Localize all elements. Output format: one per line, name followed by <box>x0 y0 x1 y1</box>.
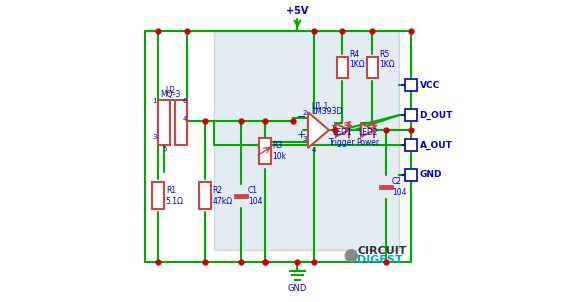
Text: 4: 4 <box>312 147 316 153</box>
Text: LED1
Trigger: LED1 Trigger <box>329 128 355 147</box>
Text: CIRCUIT: CIRCUIT <box>357 246 407 256</box>
Bar <box>405 139 417 151</box>
Text: C2
104: C2 104 <box>392 177 406 197</box>
Text: 5: 5 <box>162 146 167 152</box>
Bar <box>367 57 377 78</box>
Polygon shape <box>308 112 329 148</box>
Text: +: + <box>297 130 306 140</box>
Text: R1
5.1Ω: R1 5.1Ω <box>166 186 184 206</box>
Text: DIGEST: DIGEST <box>357 255 403 265</box>
Text: R5
1KΩ: R5 1KΩ <box>379 50 394 69</box>
Bar <box>405 109 417 121</box>
Text: −: − <box>297 111 306 122</box>
Text: 3: 3 <box>153 134 157 140</box>
Text: MQ-3: MQ-3 <box>160 90 180 99</box>
Bar <box>405 79 417 91</box>
Bar <box>405 169 417 181</box>
Text: 1: 1 <box>153 98 157 104</box>
Bar <box>214 31 399 250</box>
Text: +5V: +5V <box>286 6 308 16</box>
Text: R4
1KΩ: R4 1KΩ <box>349 50 364 69</box>
Text: U1.1: U1.1 <box>311 102 328 111</box>
Text: 2: 2 <box>302 110 306 116</box>
Text: A_OUT: A_OUT <box>420 140 453 149</box>
Bar <box>199 182 211 209</box>
Polygon shape <box>336 124 349 137</box>
Bar <box>337 57 347 78</box>
Bar <box>158 100 170 145</box>
Text: 3: 3 <box>302 136 306 142</box>
Text: LM393D: LM393D <box>311 107 342 116</box>
Text: 4: 4 <box>182 116 186 122</box>
Text: 1: 1 <box>331 125 335 131</box>
Text: VCC: VCC <box>420 81 440 90</box>
Text: GND: GND <box>288 284 307 293</box>
Bar <box>259 137 271 165</box>
Text: C1
104: C1 104 <box>248 186 263 206</box>
Text: D_OUT: D_OUT <box>420 111 453 120</box>
Text: R2
47kΩ: R2 47kΩ <box>212 186 232 206</box>
Bar <box>175 100 187 145</box>
Text: U2: U2 <box>165 86 175 95</box>
Polygon shape <box>361 124 375 137</box>
Text: D: D <box>348 251 355 260</box>
Bar <box>153 182 164 209</box>
Text: LED2
Power: LED2 Power <box>356 128 379 147</box>
Text: 6: 6 <box>182 98 187 104</box>
Text: GND: GND <box>420 170 442 179</box>
Text: R3
10k: R3 10k <box>272 141 286 161</box>
Circle shape <box>345 250 357 262</box>
